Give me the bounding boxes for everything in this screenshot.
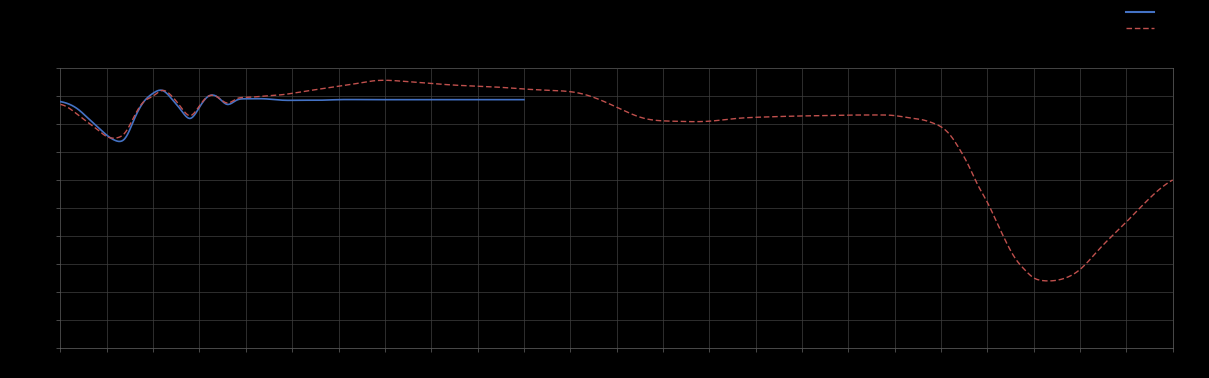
Legend: , : , [1122,4,1167,38]
